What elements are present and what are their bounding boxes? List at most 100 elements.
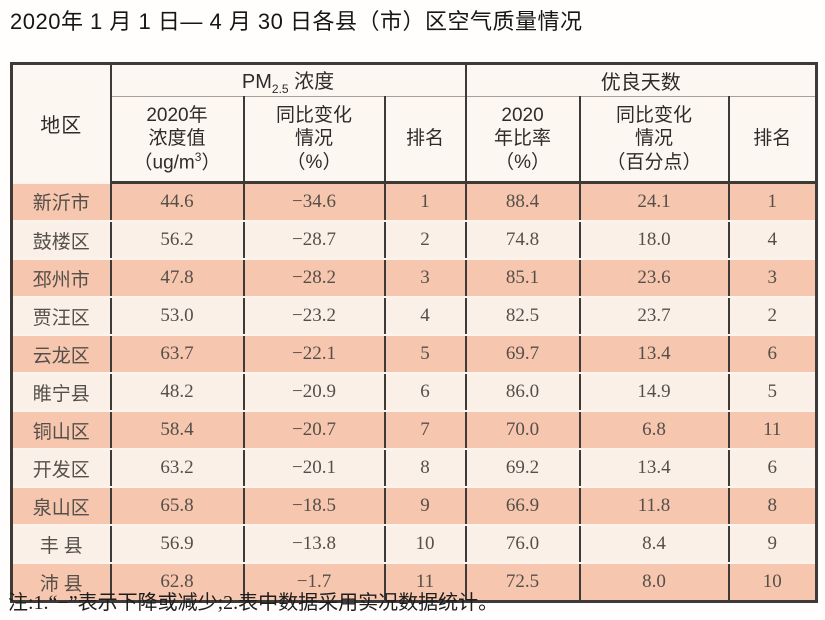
rank-days-cell: 11 bbox=[727, 410, 818, 450]
rank-days-cell: 9 bbox=[727, 524, 818, 564]
rank-pm-cell: 5 bbox=[383, 334, 467, 374]
conc-cell: 56.9 bbox=[109, 524, 245, 564]
unit-superscript: 3 bbox=[194, 149, 202, 164]
table-row: 铜山区 58.4 −20.7 7 70.0 6.8 11 bbox=[10, 410, 818, 450]
air-quality-table: 地区 PM2.5 浓度 优良天数 2020年 浓度值 （ug/m3） 同比变化 … bbox=[10, 62, 819, 603]
change-days-cell: 11.8 bbox=[578, 486, 730, 526]
region-cell: 开发区 bbox=[10, 448, 112, 488]
header-line: 2020年 bbox=[146, 104, 208, 126]
region-cell: 泉山区 bbox=[10, 486, 112, 526]
rank-pm-cell: 11 bbox=[383, 562, 467, 603]
rank-pm-cell: 2 bbox=[383, 220, 467, 260]
col-header-days-change: 同比变化 情况 （百分点） bbox=[578, 96, 730, 184]
change-pm-cell: −28.2 bbox=[242, 258, 386, 298]
col-header-rate: 2020 年比率 （%） bbox=[464, 96, 581, 184]
rank-days-cell: 5 bbox=[727, 372, 818, 412]
change-pm-cell: −28.7 bbox=[242, 220, 386, 260]
rank-pm-cell: 8 bbox=[383, 448, 467, 488]
rank-pm-cell: 7 bbox=[383, 410, 467, 450]
col-header-region: 地区 bbox=[10, 63, 112, 183]
header-line: 情况 bbox=[294, 128, 333, 150]
rate-cell: 85.1 bbox=[464, 258, 581, 298]
region-cell: 沛 县 bbox=[10, 562, 112, 603]
rank-days-cell: 6 bbox=[727, 334, 818, 374]
header-line: 年比率 bbox=[494, 128, 552, 150]
table-row: 云龙区 63.7 −22.1 5 69.7 13.4 6 bbox=[10, 334, 818, 374]
conc-cell: 63.7 bbox=[109, 334, 245, 374]
table-header: 地区 PM2.5 浓度 优良天数 2020年 浓度值 （ug/m3） 同比变化 … bbox=[10, 63, 818, 184]
sub-header-row: 2020年 浓度值 （ug/m3） 同比变化 情况 （%） 排名 2020 年比… bbox=[12, 96, 818, 184]
header-line: （ug/m3） bbox=[112, 150, 243, 175]
change-pm-cell: −20.1 bbox=[242, 448, 386, 488]
rank-pm-cell: 1 bbox=[383, 181, 467, 222]
col-header-pm-change: 同比变化 情况 （%） bbox=[242, 96, 386, 184]
rate-cell: 66.9 bbox=[464, 486, 581, 526]
table-row: 泉山区 65.8 −18.5 9 66.9 11.8 8 bbox=[10, 486, 818, 526]
rate-cell: 76.0 bbox=[464, 524, 581, 564]
rank-days-cell: 8 bbox=[727, 486, 818, 526]
table-row: 邳州市 47.8 −28.2 3 85.1 23.6 3 bbox=[10, 258, 818, 298]
table-body: 新沂市 44.6 −34.6 1 88.4 24.1 1 鼓楼区 56.2 −28.7 2 74.8 1… bbox=[10, 181, 818, 603]
pm25-subscript: 2.5 bbox=[271, 82, 289, 96]
conc-cell: 48.2 bbox=[109, 372, 245, 412]
header-line: 情况 bbox=[635, 128, 674, 150]
table-row: 睢宁县 48.2 −20.9 6 86.0 14.9 5 bbox=[10, 372, 818, 412]
rate-cell: 70.0 bbox=[464, 410, 581, 450]
rank-days-cell: 10 bbox=[727, 562, 818, 603]
col-header-days-rank: 排名 bbox=[727, 96, 818, 184]
region-cell: 邳州市 bbox=[10, 258, 112, 298]
conc-cell: 56.2 bbox=[109, 220, 245, 260]
region-cell: 云龙区 bbox=[10, 334, 112, 374]
change-days-cell: 13.4 bbox=[578, 334, 730, 374]
header-line: 浓度值 bbox=[148, 127, 206, 149]
change-days-cell: 8.4 bbox=[578, 524, 730, 564]
header-line: 2020 bbox=[501, 105, 544, 127]
table-row: 丰 县 56.9 −13.8 10 76.0 8.4 9 bbox=[10, 524, 818, 564]
rank-days-cell: 4 bbox=[727, 220, 818, 260]
pm25-suffix: 浓度 bbox=[288, 71, 335, 93]
rank-days-cell: 3 bbox=[727, 258, 818, 298]
region-cell: 铜山区 bbox=[10, 410, 112, 450]
page-title: 2020年 1 月 1 日— 4 月 30 日各县（市）区空气质量情况 bbox=[10, 9, 583, 34]
change-pm-cell: −20.9 bbox=[242, 372, 386, 412]
change-pm-cell: −22.1 bbox=[242, 334, 386, 374]
footnote: 注:1.“−”表示下降或减少;2.表中数据采用实况数据统计。 bbox=[8, 592, 499, 614]
group-header-pm25: PM2.5 浓度 bbox=[109, 63, 467, 97]
change-pm-cell: −1.7 bbox=[242, 562, 386, 603]
header-line: 同比变化 bbox=[616, 105, 693, 127]
region-cell: 鼓楼区 bbox=[10, 220, 112, 260]
change-pm-cell: −23.2 bbox=[242, 296, 386, 336]
rank-days-cell: 2 bbox=[727, 296, 818, 336]
change-days-cell: 23.7 bbox=[578, 296, 730, 336]
conc-cell: 53.0 bbox=[109, 296, 245, 336]
group-header-good-days: 优良天数 bbox=[464, 63, 818, 97]
rank-days-cell: 6 bbox=[727, 448, 818, 488]
table-row: 开发区 63.2 −20.1 8 69.2 13.4 6 bbox=[10, 448, 818, 488]
conc-cell: 47.8 bbox=[109, 258, 245, 298]
table-row: 新沂市 44.6 −34.6 1 88.4 24.1 1 bbox=[10, 181, 818, 222]
rate-cell: 72.5 bbox=[464, 562, 581, 603]
rank-pm-cell: 3 bbox=[383, 258, 467, 298]
change-days-cell: 24.1 bbox=[578, 181, 730, 222]
col-header-concentration: 2020年 浓度值 （ug/m3） bbox=[109, 96, 245, 184]
change-days-cell: 8.0 bbox=[578, 562, 730, 603]
rank-days-cell: 1 bbox=[727, 181, 818, 222]
rate-cell: 69.7 bbox=[464, 334, 581, 374]
rank-pm-cell: 9 bbox=[383, 486, 467, 526]
table-row: 鼓楼区 56.2 −28.7 2 74.8 18.0 4 bbox=[10, 220, 818, 260]
change-pm-cell: −18.5 bbox=[242, 486, 386, 526]
table-row: 沛 县 62.8 −1.7 11 72.5 8.0 10 bbox=[10, 562, 818, 603]
conc-cell: 62.8 bbox=[109, 562, 245, 603]
change-days-cell: 14.9 bbox=[578, 372, 730, 412]
rate-cell: 82.5 bbox=[464, 296, 581, 336]
change-pm-cell: −13.8 bbox=[242, 524, 386, 564]
change-days-cell: 18.0 bbox=[578, 220, 730, 260]
change-days-cell: 23.6 bbox=[578, 258, 730, 298]
change-days-cell: 13.4 bbox=[578, 448, 730, 488]
rank-pm-cell: 4 bbox=[383, 296, 467, 336]
region-cell: 睢宁县 bbox=[10, 372, 112, 412]
header-line: （百分点） bbox=[606, 151, 702, 173]
conc-cell: 44.6 bbox=[109, 181, 245, 222]
rate-cell: 88.4 bbox=[464, 181, 581, 222]
